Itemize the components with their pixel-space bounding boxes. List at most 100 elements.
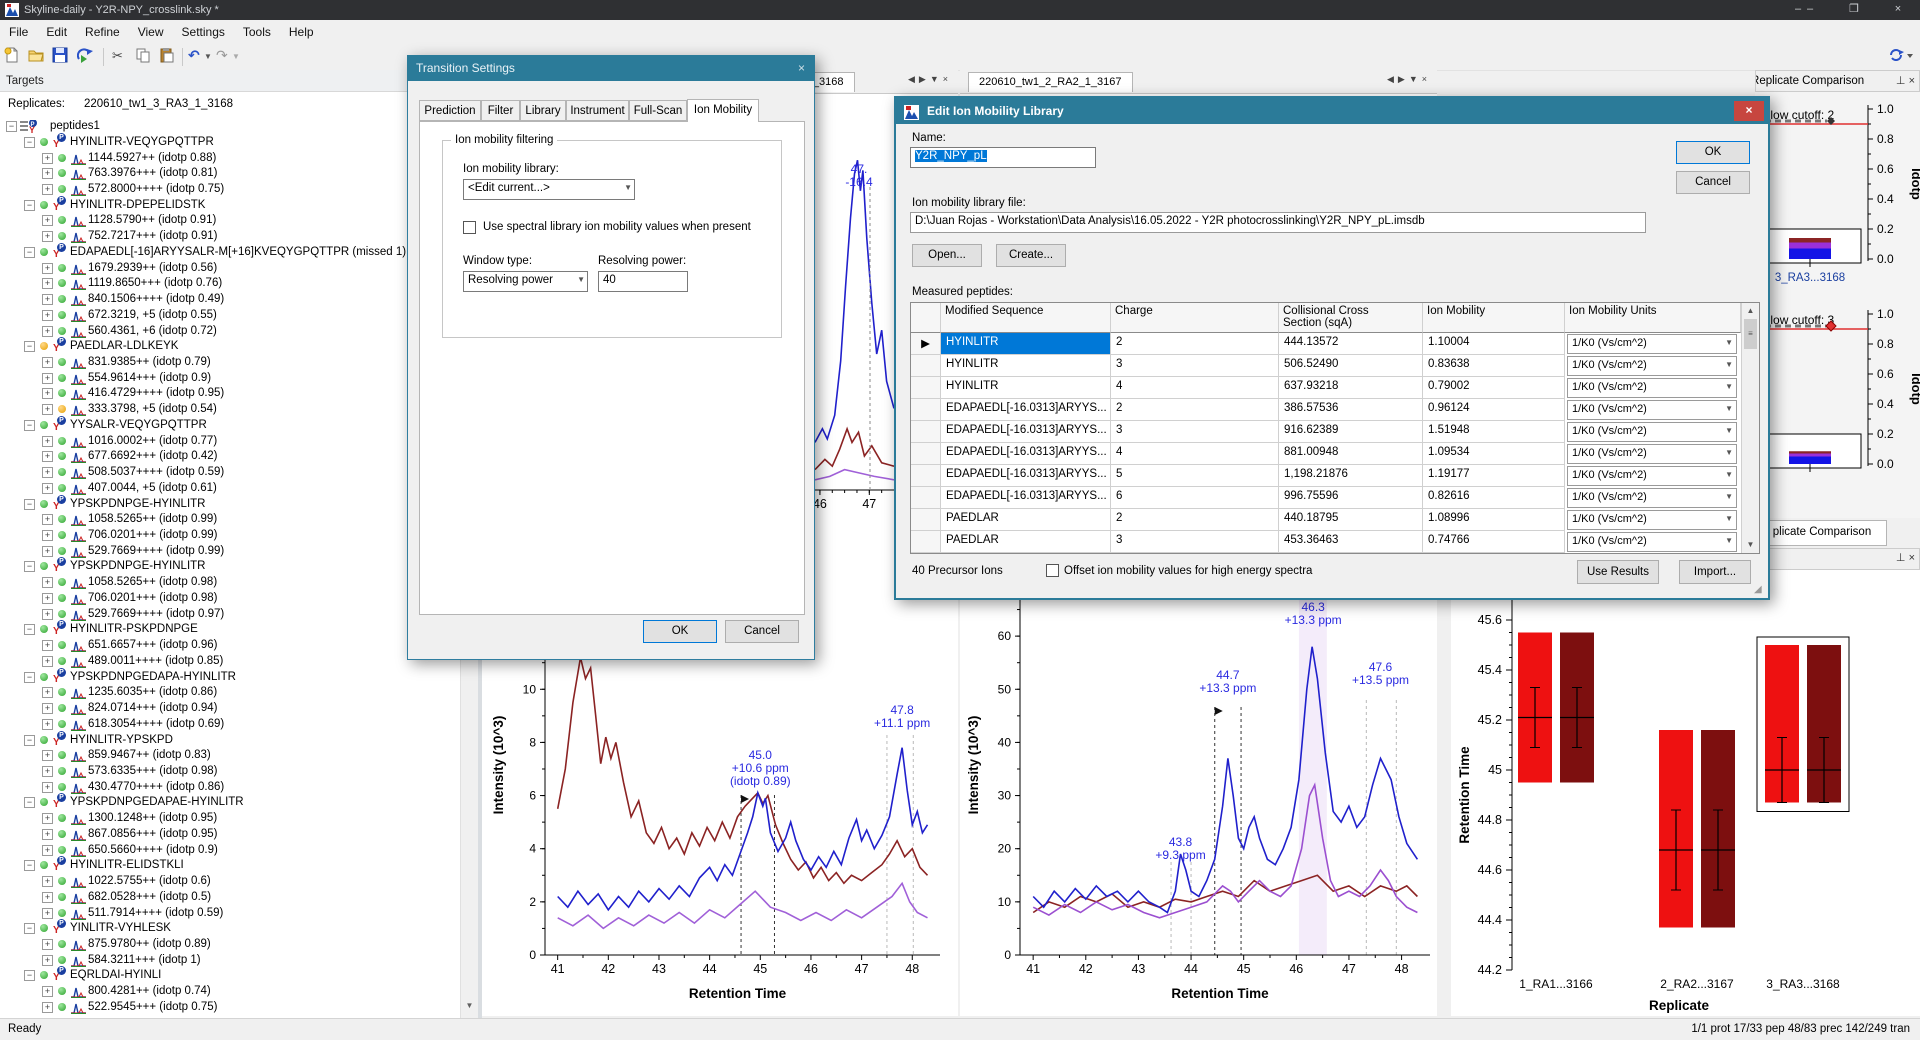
table-cell[interactable]: 1,198.21876: [1279, 465, 1423, 487]
tree-precursor-row[interactable]: +800.4281++ (idotp 0.74): [0, 984, 460, 1000]
tree-expander-icon[interactable]: +: [42, 640, 53, 651]
tree-expander-icon[interactable]: +: [42, 530, 53, 541]
tree-peptide-row[interactable]: −YPEDAPAEDL[-16]ARYYSALR-M[+16]KVEQYGPQT…: [0, 245, 460, 261]
tree-precursor-row[interactable]: +867.0856+++ (idotp 0.95): [0, 827, 460, 843]
tree-expander-icon[interactable]: +: [42, 184, 53, 195]
row-marker[interactable]: [911, 355, 941, 377]
retention-time-replicate-chart[interactable]: 44.244.444.644.84545.245.445.6Retention …: [1451, 570, 1920, 1016]
tree-expander-icon[interactable]: +: [42, 215, 53, 226]
row-marker[interactable]: [911, 421, 941, 443]
tree-precursor-row[interactable]: +489.0011++++ (idotp 0.85): [0, 654, 460, 670]
tree-precursor-row[interactable]: +706.0201+++ (idotp 0.98): [0, 591, 460, 607]
tab-nav-controls[interactable]: ◀▶▼×: [908, 74, 952, 85]
tree-expander-icon[interactable]: +: [42, 483, 53, 494]
tree-expander-icon[interactable]: −: [24, 561, 35, 572]
tree-precursor-row[interactable]: +508.5037++++ (idotp 0.59): [0, 465, 460, 481]
table-column-header[interactable]: Charge: [1111, 303, 1279, 333]
tree-expander-icon[interactable]: +: [42, 451, 53, 462]
open-folder-icon[interactable]: [25, 47, 47, 67]
ion-mobility-units-combobox[interactable]: 1/K0 (Vs/cm^2)▼: [1567, 488, 1737, 508]
tree-precursor-row[interactable]: +650.5660++++ (idotp 0.9): [0, 843, 460, 859]
tree-expander-icon[interactable]: +: [42, 310, 53, 321]
edit-im-library-title-bar[interactable]: Edit Ion Mobility Library ×: [896, 98, 1768, 124]
table-cell[interactable]: 2: [1111, 399, 1279, 421]
tree-precursor-row[interactable]: +333.3798, +5 (idotp 0.54): [0, 402, 460, 418]
tree-expander-icon[interactable]: −: [24, 341, 35, 352]
library-file-path[interactable]: D:\Juan Rojas - Workstation\Data Analysi…: [910, 212, 1646, 233]
tree-expander-icon[interactable]: −: [24, 420, 35, 431]
tree-expander-icon[interactable]: −: [24, 860, 35, 871]
menu-settings[interactable]: Settings: [173, 20, 234, 45]
window-type-combobox[interactable]: Resolving power ▼: [463, 271, 588, 292]
tab-instrument[interactable]: Instrument: [566, 100, 629, 121]
table-column-header[interactable]: Modified Sequence: [941, 303, 1111, 333]
tree-precursor-row[interactable]: +430.4770++++ (idotp 0.86): [0, 780, 460, 796]
table-cell[interactable]: 1.08996: [1423, 509, 1565, 531]
row-marker[interactable]: [911, 465, 941, 487]
tree-precursor-row[interactable]: +1058.5265++ (idotp 0.98): [0, 575, 460, 591]
table-column-header[interactable]: Ion Mobility Units: [1565, 303, 1741, 333]
peak-areas-chart-2[interactable]: below cutoff: 31.00.80.60.40.20.0Idotp: [1755, 300, 1920, 495]
tree-precursor-row[interactable]: +840.1506++++ (idotp 0.49): [0, 292, 460, 308]
tree-precursor-row[interactable]: +584.3211+++ (idotp 1): [0, 953, 460, 969]
table-cell[interactable]: 2: [1111, 333, 1279, 355]
table-cell[interactable]: PAEDLAR: [941, 531, 1111, 553]
table-cell[interactable]: EDAPAEDL[-16.0313]ARYYS...: [941, 399, 1111, 421]
table-cell[interactable]: 0.96124: [1423, 399, 1565, 421]
tree-expander-icon[interactable]: +: [42, 876, 53, 887]
chromatogram-strip[interactable]: 464747.-16.4: [815, 95, 894, 538]
row-marker[interactable]: [911, 509, 941, 531]
tree-root-row[interactable]: −PYpeptides1: [0, 119, 460, 135]
cancel-button[interactable]: Cancel: [725, 620, 799, 643]
row-marker[interactable]: [911, 443, 941, 465]
tree-precursor-row[interactable]: +677.6692+++ (idotp 0.42): [0, 449, 460, 465]
table-cell[interactable]: 2: [1111, 509, 1279, 531]
tree-precursor-row[interactable]: +407.0044, +5 (idotp 0.61): [0, 481, 460, 497]
tree-expander-icon[interactable]: −: [24, 970, 35, 981]
tree-precursor-row[interactable]: +859.9467++ (idotp 0.83): [0, 748, 460, 764]
tree-expander-icon[interactable]: +: [42, 687, 53, 698]
table-cell[interactable]: 1.51948: [1423, 421, 1565, 443]
table-cell[interactable]: EDAPAEDL[-16.0313]ARYYS...: [941, 421, 1111, 443]
tree-expander-icon[interactable]: +: [42, 404, 53, 415]
tree-expander-icon[interactable]: +: [42, 845, 53, 856]
tree-precursor-row[interactable]: +1300.1248++ (idotp 0.95): [0, 811, 460, 827]
table-cell[interactable]: 996.75596: [1279, 487, 1423, 509]
transition-settings-title-bar[interactable]: Transition Settings ×: [407, 55, 815, 81]
row-marker[interactable]: [911, 399, 941, 421]
tree-expander-icon[interactable]: +: [42, 278, 53, 289]
redo-icon[interactable]: ↷▼: [215, 47, 241, 67]
tree-expander-icon[interactable]: −: [6, 121, 17, 132]
pin-icon[interactable]: ⊥: [1896, 552, 1906, 564]
table-cell[interactable]: HYINLITR: [941, 377, 1111, 399]
tree-precursor-row[interactable]: +618.3054++++ (idotp 0.69): [0, 717, 460, 733]
tree-precursor-row[interactable]: +831.9385++ (idotp 0.79): [0, 355, 460, 371]
tree-expander-icon[interactable]: +: [42, 357, 53, 368]
tree-precursor-row[interactable]: +651.6657+++ (idotp 0.96): [0, 638, 460, 654]
maximize-button[interactable]: ❐: [1832, 0, 1876, 20]
tree-expander-icon[interactable]: +: [42, 231, 53, 242]
tree-expander-icon[interactable]: +: [42, 986, 53, 997]
tree-expander-icon[interactable]: +: [42, 514, 53, 525]
table-cell[interactable]: 6: [1111, 487, 1279, 509]
tree-expander-icon[interactable]: +: [42, 719, 53, 730]
table-column-header[interactable]: Collisional CrossSection (sqA): [1279, 303, 1423, 333]
measured-peptides-table[interactable]: Modified SequenceChargeCollisional Cross…: [910, 302, 1760, 554]
tree-precursor-row[interactable]: +1128.5790++ (idotp 0.91): [0, 213, 460, 229]
ion-mobility-units-combobox[interactable]: 1/K0 (Vs/cm^2)▼: [1567, 466, 1737, 486]
table-cell[interactable]: EDAPAEDL[-16.0313]ARYYS...: [941, 443, 1111, 465]
tree-expander-icon[interactable]: −: [24, 672, 35, 683]
table-cell[interactable]: 506.52490: [1279, 355, 1423, 377]
chromatogram-plot-middle[interactable]: 0102030405060414243444546474843.8+9.3 pp…: [960, 538, 1437, 1016]
close-icon[interactable]: ×: [1909, 552, 1915, 564]
tree-expander-icon[interactable]: −: [24, 923, 35, 934]
replicates-combobox[interactable]: 220610_tw1_3_RA3_1_3168: [84, 98, 233, 110]
tree-peptide-row[interactable]: −YPHYINLITR-PSKPDNPGE: [0, 622, 460, 638]
menu-help[interactable]: Help: [280, 20, 323, 45]
targets-tree[interactable]: −PYpeptides1−YPHYINLITR-VEQYGPQTTPR+1144…: [0, 118, 460, 1018]
table-cell[interactable]: 0.79002: [1423, 377, 1565, 399]
name-input[interactable]: Y2R_NPY_pL: [910, 147, 1096, 168]
tree-expander-icon[interactable]: −: [24, 137, 35, 148]
import-button[interactable]: Import...: [1679, 560, 1751, 584]
ion-mobility-units-combobox[interactable]: 1/K0 (Vs/cm^2)▼: [1567, 400, 1737, 420]
